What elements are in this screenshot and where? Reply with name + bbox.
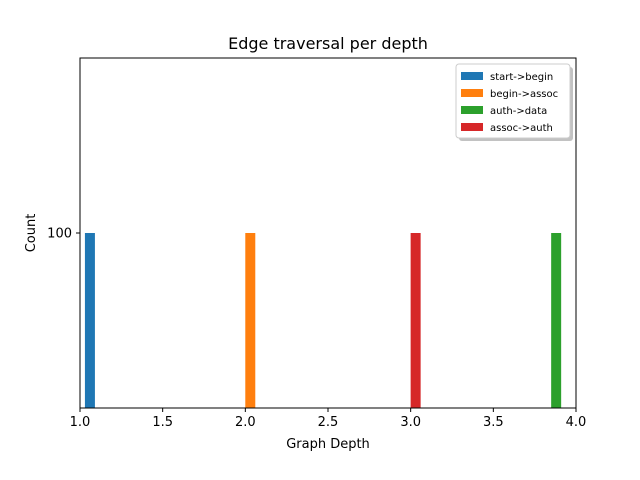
y-axis-ticks: 100 bbox=[47, 227, 80, 242]
x-tick-label: 2.5 bbox=[318, 415, 339, 430]
x-tick-label: 1.0 bbox=[70, 415, 91, 430]
legend-label: start->begin bbox=[490, 72, 553, 83]
bar-assoc-auth bbox=[410, 233, 421, 408]
x-tick-label: 3.0 bbox=[400, 415, 421, 430]
legend-swatch bbox=[461, 106, 483, 114]
legend-label: begin->assoc bbox=[490, 89, 558, 100]
legend-label: auth->data bbox=[490, 106, 547, 117]
bar-auth-data bbox=[551, 233, 562, 408]
y-tick-label: 100 bbox=[47, 227, 72, 242]
bar-start-begin bbox=[84, 233, 95, 408]
legend-swatch bbox=[461, 72, 483, 80]
legend-box bbox=[455, 63, 571, 139]
legend-label: assoc->auth bbox=[490, 123, 553, 134]
x-axis-ticks: 1.0 1.5 2.0 2.5 3.0 3.5 4.0 bbox=[70, 408, 587, 430]
bar-begin-assoc bbox=[245, 233, 256, 408]
x-tick-label: 2.0 bbox=[235, 415, 256, 430]
y-axis-label: Count bbox=[24, 214, 39, 253]
x-tick-label: 1.5 bbox=[152, 415, 173, 430]
x-tick-label: 3.5 bbox=[483, 415, 504, 430]
legend: start->begin begin->assoc auth->data assoc-… bbox=[455, 63, 573, 141]
x-axis-label: Graph Depth bbox=[286, 437, 370, 452]
bars-layer bbox=[84, 233, 562, 408]
chart-title: Edge traversal per depth bbox=[228, 34, 428, 53]
x-tick-label: 4.0 bbox=[566, 415, 587, 430]
legend-swatch bbox=[461, 123, 483, 131]
legend-swatch bbox=[461, 89, 483, 97]
